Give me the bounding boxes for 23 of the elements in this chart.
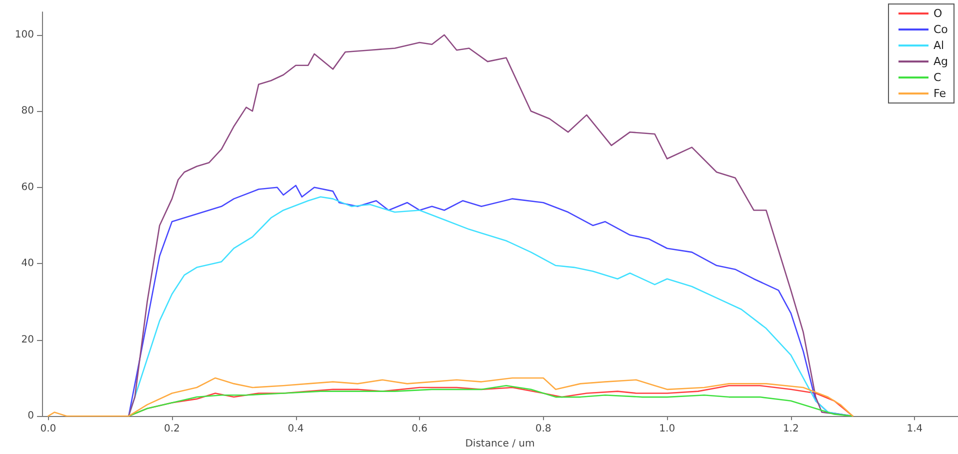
x-tick-label: 1.2 — [782, 424, 799, 435]
legend-label: Al — [933, 39, 944, 52]
y-tick-label: 20 — [21, 334, 34, 346]
x-tick-label: 0.8 — [535, 424, 552, 435]
x-tick-label: 0.6 — [412, 424, 428, 435]
legend-label: O — [933, 7, 942, 20]
x-tick-label: 1.4 — [906, 424, 923, 435]
y-tick-label: 60 — [21, 182, 34, 193]
legend-label: Ag — [933, 55, 948, 68]
line-series — [48, 377, 854, 417]
x-axis-title: Distance / um — [465, 438, 535, 450]
x-tick-label: 0.4 — [288, 424, 304, 435]
legend-label: Fe — [933, 87, 946, 100]
x-tick-label: 0.0 — [40, 424, 56, 435]
y-tick-label: 40 — [21, 258, 34, 270]
x-tick-label: 0.2 — [164, 424, 180, 435]
legend-label: Co — [933, 23, 948, 36]
y-tick-label: 80 — [21, 106, 34, 117]
x-tick-label: 1.0 — [659, 424, 676, 435]
line-series — [128, 384, 854, 417]
legend-label: C — [933, 71, 942, 84]
y-tick-label: 100 — [14, 29, 34, 40]
y-tick-label: 0 — [28, 410, 34, 422]
